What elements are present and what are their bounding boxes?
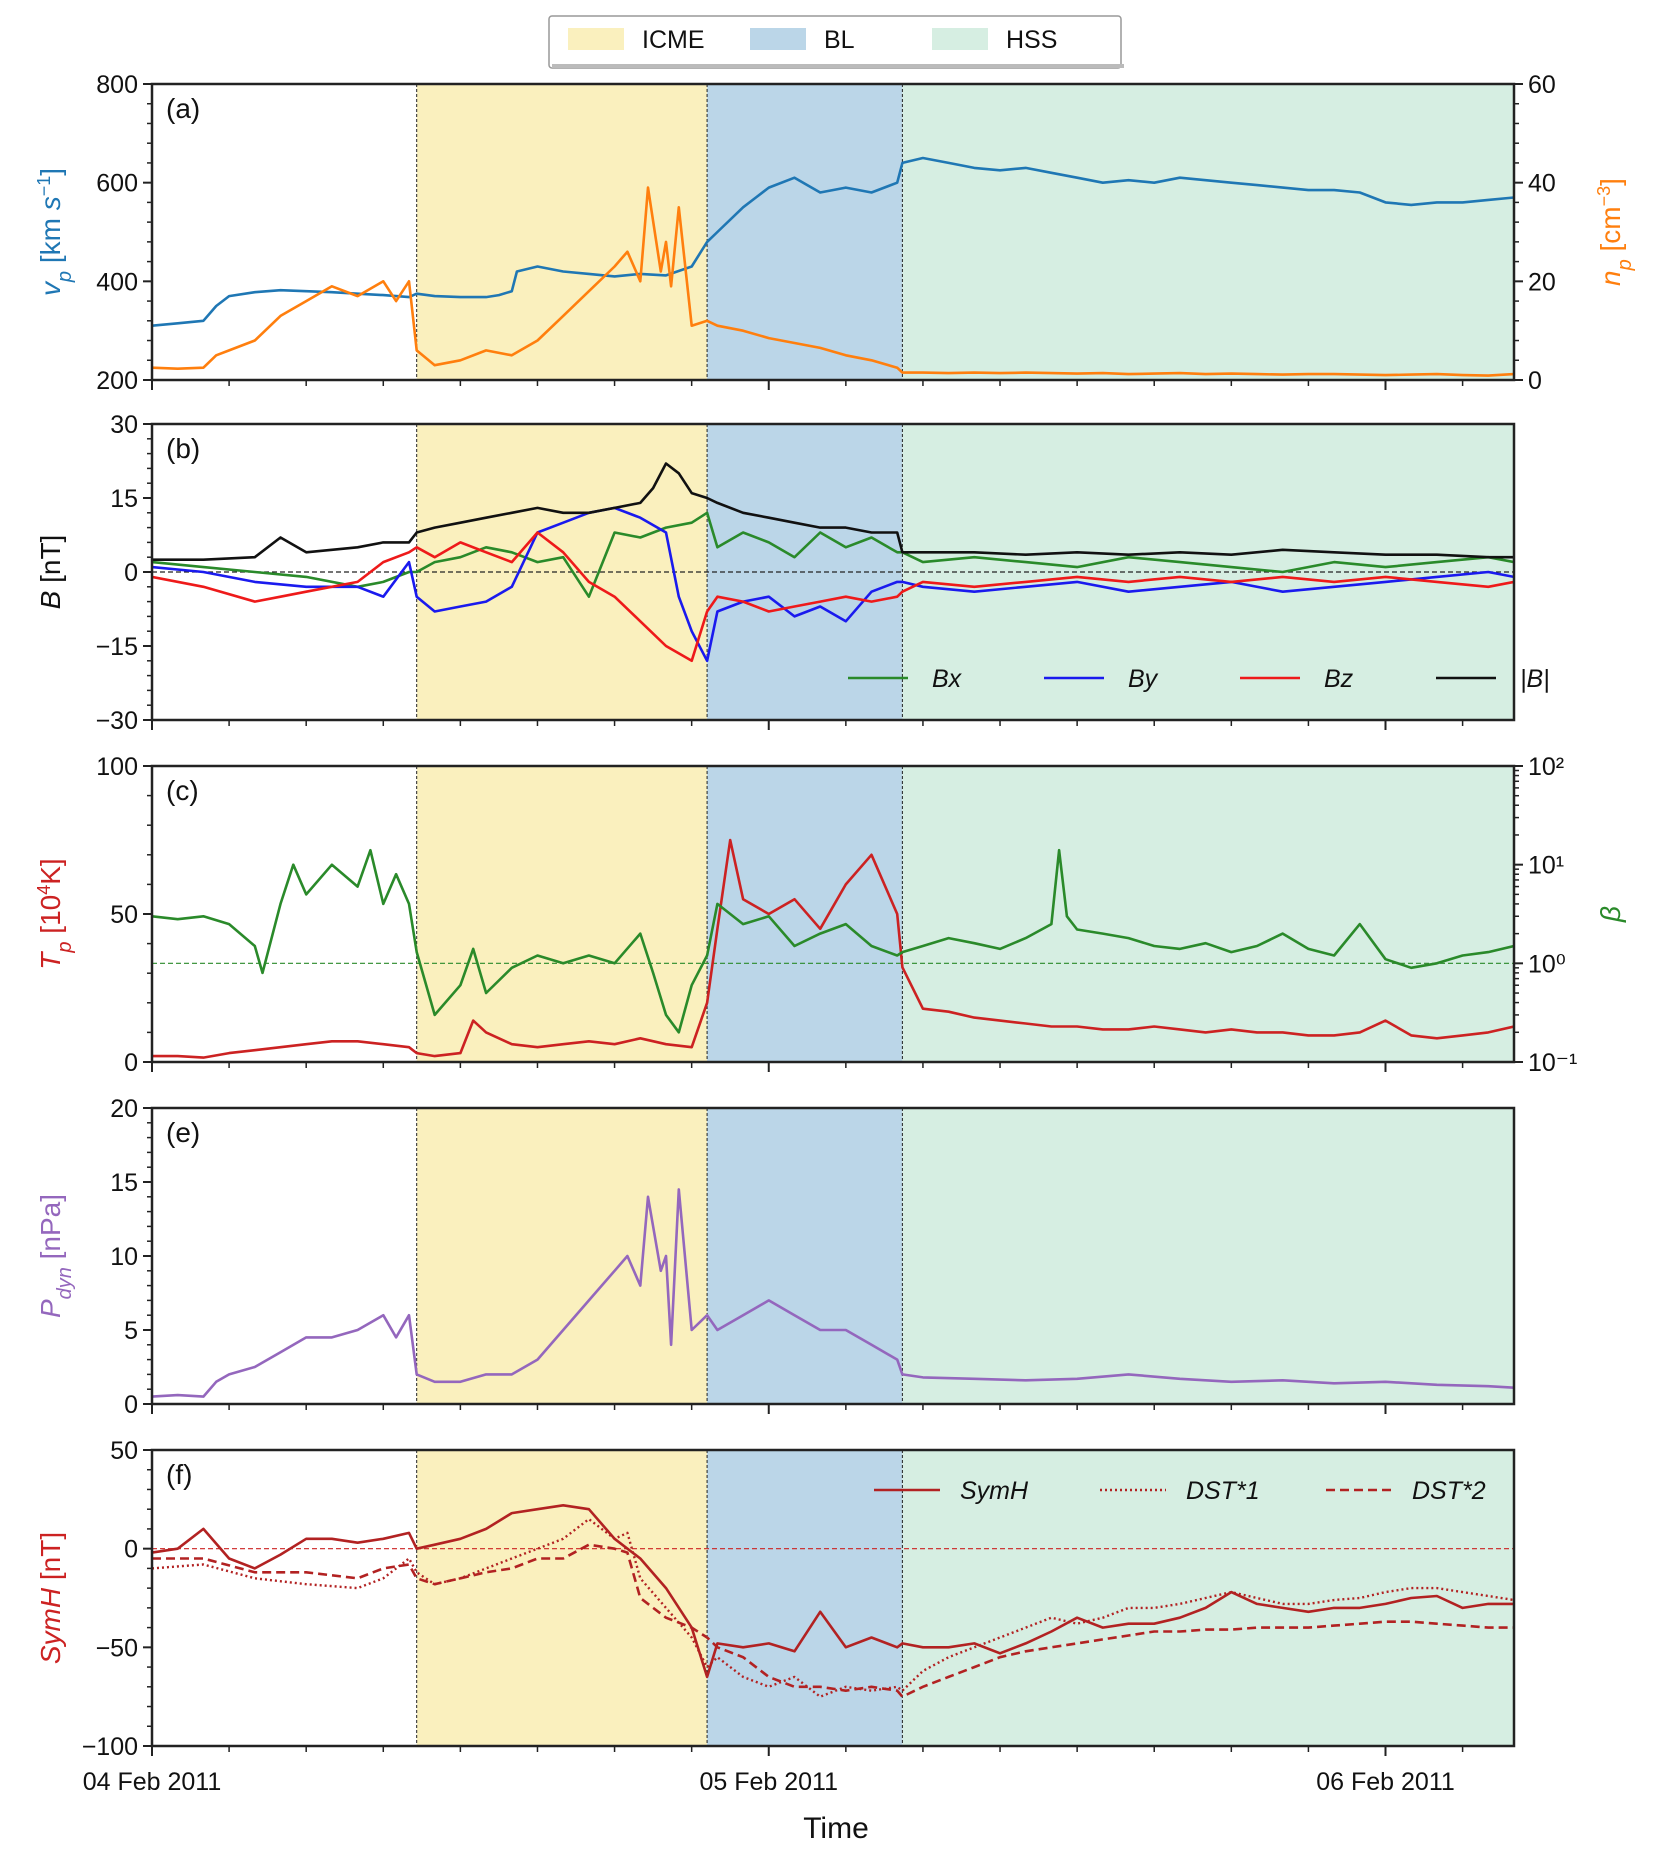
y-tick-label: 100 <box>96 753 138 781</box>
y-tick-label: −100 <box>82 1733 138 1761</box>
y-right-tick-label: 10⁻¹ <box>1528 1049 1577 1077</box>
x-tick-label: 06 Feb 2011 <box>1316 1768 1455 1796</box>
panel-legend: Bx By Bz |B| <box>848 665 1550 693</box>
top-legend-label: BL <box>824 26 855 54</box>
y-tick-label: 0 <box>124 1049 138 1077</box>
ylabel-beta: β <box>1595 906 1626 923</box>
region-bl <box>707 84 903 380</box>
region-hss <box>902 1108 1514 1404</box>
panel-a: 200 400 600 800 vp [km s−1] 0 20 40 60 np [cm−3] (… <box>34 71 1636 395</box>
y-tick-label: 400 <box>96 268 138 296</box>
y-tick-label: 0 <box>124 1391 138 1419</box>
top-legend-label: HSS <box>1006 26 1057 54</box>
y-tick-label: 10 <box>110 1243 138 1271</box>
legend-label: Bz <box>1324 665 1354 693</box>
x-tick-label: 05 Feb 2011 <box>699 1768 838 1796</box>
axis-frame <box>150 82 1516 382</box>
series-line-dst2 <box>152 1543 1514 1698</box>
region-icme <box>416 1108 708 1404</box>
region-icme <box>416 84 708 380</box>
y-tick-label: 800 <box>96 71 138 99</box>
y-right-tick-label: 0 <box>1528 367 1542 395</box>
x-axis-label: Time <box>803 1812 869 1845</box>
legend-label: |B| <box>1520 665 1550 693</box>
series-line-pdyn <box>152 1188 1514 1398</box>
legend-label: Bx <box>932 665 963 693</box>
y-tick-label: −30 <box>96 707 138 735</box>
x-tick-label: 04 Feb 2011 <box>83 1768 222 1796</box>
y-right-tick-label: 10² <box>1528 753 1564 781</box>
ylabel-tp: Tp [104K] <box>34 858 76 969</box>
series-line-bz <box>152 531 1514 663</box>
y-tick-label: 30 <box>110 411 138 439</box>
y-tick-label: 20 <box>110 1095 138 1123</box>
series-line-vp <box>152 156 1514 327</box>
series-line-symh <box>152 1504 1514 1679</box>
y-right-tick-label: 40 <box>1528 170 1556 198</box>
y-tick-label: 15 <box>110 485 138 513</box>
panel-e: 0 5 10 15 20 Pdyn [nPa] (e) <box>35 1095 1516 1419</box>
panel-legend: SymH DST*1 DST*2 <box>874 1477 1486 1505</box>
y-tick-label: 200 <box>96 367 138 395</box>
axis-frame <box>150 1448 1516 1748</box>
region-icme <box>416 1450 708 1746</box>
panel-label: (f) <box>166 1459 192 1490</box>
y-right-tick-label: 10¹ <box>1528 852 1564 880</box>
region-bl <box>707 766 903 1062</box>
series-line-np <box>152 186 1514 377</box>
series-line-bx <box>152 511 1514 598</box>
panel-label: (a) <box>166 93 200 124</box>
region-bl <box>707 1450 903 1746</box>
region-icme <box>416 766 708 1062</box>
panel-label: (c) <box>166 775 199 806</box>
y-tick-label: 0 <box>124 559 138 587</box>
panel-label: (e) <box>166 1117 200 1148</box>
region-hss <box>902 766 1514 1062</box>
top-legend-swatch-icme <box>568 28 624 50</box>
y-tick-label: 5 <box>124 1317 138 1345</box>
y-tick-label: −15 <box>96 633 138 661</box>
ylabel-pdyn: Pdyn [nPa] <box>35 1194 76 1318</box>
panel-label: (b) <box>166 433 200 464</box>
top-legend: ICME BL HSS <box>548 15 1124 69</box>
legend-label: By <box>1128 665 1159 693</box>
ylabel-vp: vp [km s−1] <box>34 168 76 296</box>
series-line-b <box>152 462 1514 561</box>
series-line-by <box>152 506 1514 663</box>
y-right-tick-label: 10⁰ <box>1528 950 1566 978</box>
y-right-tick-label: 20 <box>1528 268 1556 296</box>
y-tick-label: 15 <box>110 1169 138 1197</box>
panel-f: −100 −50 0 50 SymH [nT] (f) SymH DST*1 DST*2 04 F… <box>35 1437 1516 1796</box>
region-bl <box>707 1108 903 1404</box>
y-tick-label: −50 <box>96 1634 138 1662</box>
y-right-tick-label: 60 <box>1528 71 1556 99</box>
ylabel-b: B [nT] <box>35 535 66 610</box>
legend-label: DST*1 <box>1186 1477 1260 1505</box>
ylabel-np: np [cm−3] <box>1594 178 1636 286</box>
legend-label: DST*2 <box>1412 1477 1486 1505</box>
top-legend-label: ICME <box>642 26 705 54</box>
y-tick-label: 0 <box>124 1536 138 1564</box>
panel-b: −30 −15 0 15 30 B [nT] (b) Bx By Bz |B| <box>35 411 1550 735</box>
region-hss <box>902 84 1514 380</box>
series-line- <box>152 848 1514 1034</box>
y-tick-label: 50 <box>110 901 138 929</box>
top-legend-swatch-hss <box>932 28 988 50</box>
top-legend-shadow <box>552 64 1124 68</box>
panel-c: 0 50 100 Tp [104K] 10⁻¹ 10⁰ 10¹ 10² β (c) <box>34 753 1626 1077</box>
ylabel-symh: SymH [nT] <box>35 1532 66 1664</box>
legend-label: SymH <box>960 1477 1029 1505</box>
y-tick-label: 50 <box>110 1437 138 1465</box>
y-tick-label: 600 <box>96 170 138 198</box>
series-line-tp <box>152 838 1514 1059</box>
top-legend-swatch-bl <box>750 28 806 50</box>
